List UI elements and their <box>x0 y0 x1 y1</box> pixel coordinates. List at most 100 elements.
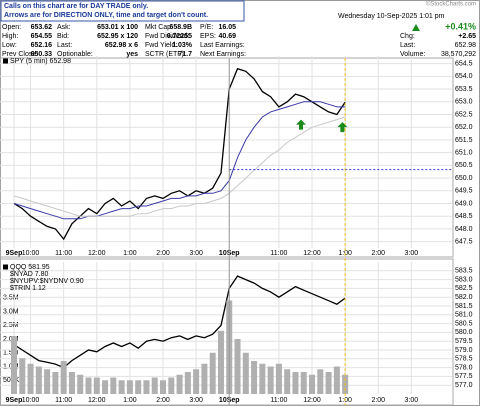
volume: 38,570,292 <box>441 51 476 58</box>
quote-value: 1.03% <box>172 42 193 49</box>
volume-bar <box>168 377 175 394</box>
volume-bar <box>193 369 200 394</box>
volume-bar <box>52 372 59 394</box>
last-label: Last: <box>400 42 415 49</box>
y-tick-label: 580.5 <box>455 320 473 327</box>
y-tick-label: 648.5 <box>455 213 473 220</box>
x-tick-label: 2:00 <box>371 397 385 404</box>
volume-bar <box>11 336 17 394</box>
x-tick-label: 11:00 <box>55 397 72 404</box>
volume-bar <box>176 374 183 394</box>
chg: +2.65 <box>458 33 476 40</box>
x-tick-label: 12:00 <box>303 397 321 404</box>
volume-bar <box>102 380 109 394</box>
volume-bar <box>201 363 208 394</box>
y-tick-label: 583.5 <box>455 268 473 275</box>
volume-bar <box>300 372 307 394</box>
y-tick-label: 3.0M <box>3 308 19 315</box>
y-tick-label: 647.5 <box>455 238 473 245</box>
quote-label: Bid: <box>57 33 69 40</box>
series-line <box>13 101 346 220</box>
x-tick-label: 9Sep <box>6 397 23 404</box>
quote-label: SCTR (ETF): <box>145 51 186 58</box>
x-tick-label: 2:00 <box>156 397 170 404</box>
quote-value: 16.05 <box>218 24 236 31</box>
quote-value: yes <box>126 51 138 58</box>
y-tick-label: 649.5 <box>455 188 473 195</box>
last: 652.98 <box>455 42 477 49</box>
legend-label: $NYAD 7.80 <box>10 271 48 278</box>
y-tick-label: 582.0 <box>455 294 473 301</box>
quote-label: Open: <box>2 24 21 31</box>
y-tick-label: 654.5 <box>455 60 473 67</box>
volume-bar <box>284 369 291 394</box>
volume-bar <box>184 372 191 394</box>
y-tick-label: 583.0 <box>455 276 473 283</box>
x-tick-label: 2:00 <box>371 250 385 257</box>
chg-label: Chg: <box>400 33 415 40</box>
x-tick-label: 3:00 <box>189 397 203 404</box>
y-tick-label: 579.5 <box>455 338 473 345</box>
series-line <box>13 275 346 369</box>
series-line <box>13 116 346 217</box>
y-tick-label: 1.5M <box>3 350 19 357</box>
x-tick-label: 3:00 <box>189 250 203 257</box>
y-tick-label: 578.5 <box>455 356 473 363</box>
volume-bar <box>77 374 84 394</box>
direction-arrow <box>337 122 348 133</box>
y-tick-label: 650.5 <box>455 162 473 169</box>
quote-value: 653.01 x 100 <box>97 24 138 31</box>
x-tick-label: 10:00 <box>22 250 40 257</box>
x-tick-label: 3:00 <box>405 250 419 257</box>
y-tick-label: 651.5 <box>455 137 473 144</box>
direction-arrow <box>295 119 306 130</box>
y-tick-label: 653.5 <box>455 86 473 93</box>
volume-bar <box>143 380 150 394</box>
y-tick-label: 652.5 <box>455 111 473 118</box>
y-tick-label: 652.0 <box>455 124 473 131</box>
series-line <box>13 67 346 241</box>
volume-bar <box>135 380 142 394</box>
y-tick-label: 650.0 <box>455 175 473 182</box>
date: Wednesday 10-Sep-2025 1:01 pm <box>338 13 445 20</box>
volume-bar <box>333 366 340 394</box>
quote-value: 71.7 <box>178 51 192 58</box>
quote-label: Prev Close: <box>2 51 38 58</box>
up-icon <box>412 24 420 31</box>
y-tick-label: 581.5 <box>455 303 473 310</box>
quote-value: 6.72255 <box>167 33 192 40</box>
quote-value: 658.9B <box>169 24 192 31</box>
quote-value: 652.16 <box>31 42 53 49</box>
volume-bar <box>85 377 92 394</box>
volume-bar <box>118 380 125 394</box>
volume-bar <box>325 372 332 394</box>
x-tick-label: 1:00 <box>123 397 137 404</box>
volume-bar <box>275 363 282 394</box>
x-tick-label: 2:00 <box>156 250 170 257</box>
y-tick-label: 2.5M <box>3 322 19 329</box>
quote-label: Last: <box>57 42 72 49</box>
volume-bar <box>267 366 274 394</box>
volume-bar <box>60 361 67 394</box>
y-tick-label: 582.5 <box>455 285 473 292</box>
quote-label: High: <box>2 33 18 40</box>
y-tick-label: 654.0 <box>455 73 473 80</box>
volume-bar <box>317 369 324 394</box>
plots: Open: 653.62 High: 654.55 Low: 652.16 Prev Clo… <box>0 24 473 405</box>
quote-value: 650.33 <box>31 51 53 58</box>
volume-bar <box>44 369 51 394</box>
volume-bar <box>309 374 316 394</box>
quote-label: Last Earnings: <box>200 42 245 49</box>
legend-label: QQQ 581.95 <box>10 264 50 271</box>
quote-label: P/E: <box>200 24 213 31</box>
notice: Arrows are for DIRECTION ONLY, time and … <box>4 12 208 19</box>
x-tick-label: 12:00 <box>88 397 106 404</box>
y-tick-label: 581.0 <box>455 312 473 319</box>
volume-bar <box>259 363 266 394</box>
x-tick-label: 11:00 <box>270 250 287 257</box>
lower-panel <box>0 258 454 406</box>
y-tick-label: 3.5M <box>3 295 19 302</box>
quote-label: Optionable: <box>57 51 93 58</box>
legend-label: $NYUPV:$NYDNV 0.90 <box>10 278 84 285</box>
